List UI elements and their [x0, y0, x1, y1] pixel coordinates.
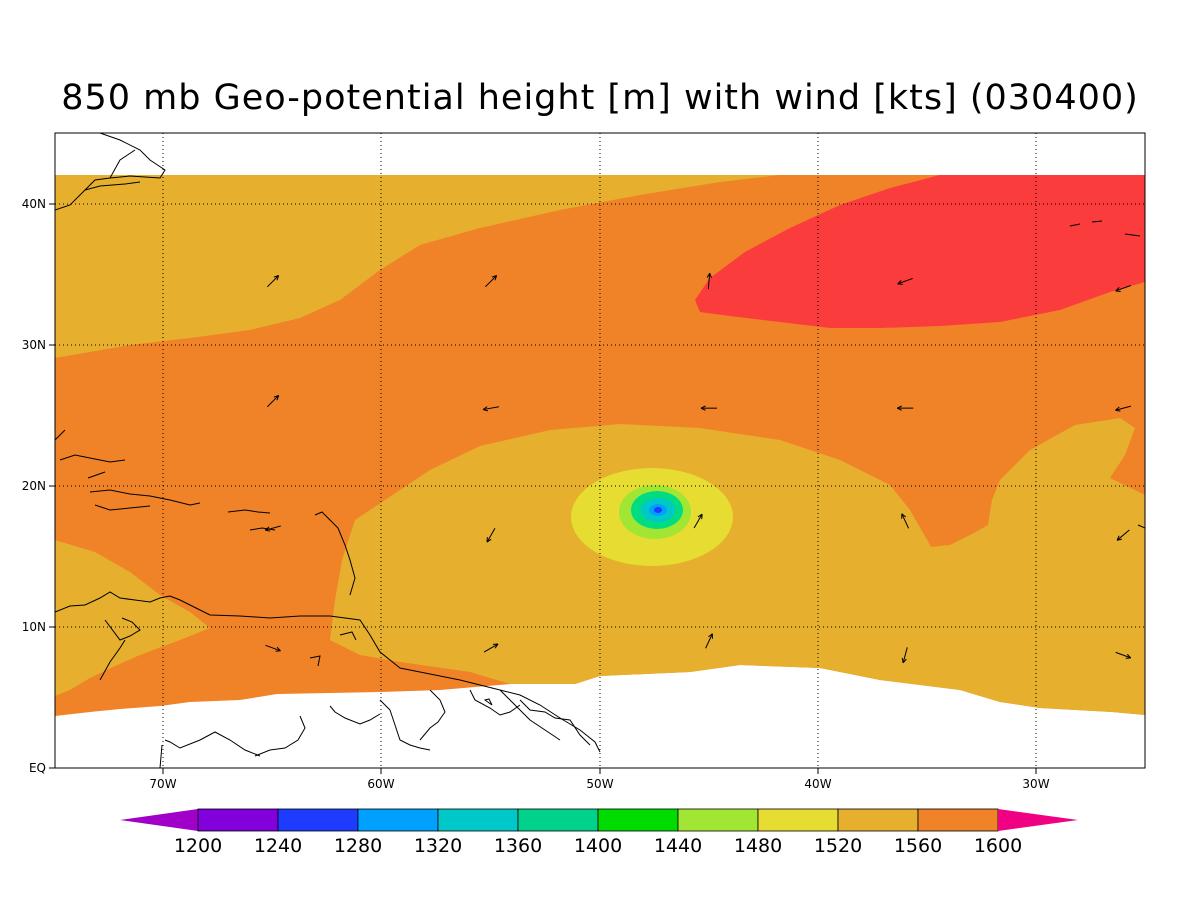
- colorbar-label: 1520: [814, 835, 862, 857]
- colorbar-segment: [197, 808, 279, 832]
- lat-tick-label: 40N: [22, 197, 46, 211]
- lat-tick-label: EQ: [29, 761, 46, 775]
- gridlines: [55, 133, 1145, 768]
- colorbar-segment: [277, 808, 359, 832]
- colorbar-label: 1320: [414, 835, 462, 857]
- colorbar-max-arrow: [998, 809, 1078, 831]
- colorbar-segment: [837, 808, 919, 832]
- colorbar-label: 1480: [734, 835, 782, 857]
- coastlines: [55, 133, 1145, 768]
- height-band-1480-1520-north: [55, 175, 780, 358]
- wind-arrow: [1115, 651, 1132, 659]
- wind-arrow: [1115, 405, 1132, 412]
- wind-arrow: [693, 513, 703, 529]
- colorbar-segment: [757, 808, 839, 832]
- wind-arrow: [486, 527, 496, 543]
- lon-tick-label: 70W: [149, 777, 176, 791]
- lat-axis: EQ 10N 20N 30N 40N: [22, 197, 55, 775]
- height-band-1480-1520-southwest: [55, 540, 210, 696]
- colorbar-segment: [917, 808, 999, 832]
- wind-arrow: [901, 647, 908, 664]
- lat-tick-label: 30N: [22, 338, 46, 352]
- wind-arrow: [897, 277, 913, 285]
- height-band-1480-1520-central: [330, 418, 1145, 715]
- wind-arrow: [265, 644, 281, 652]
- colorbar-label: 1240: [254, 835, 302, 857]
- wind-arrow: [901, 513, 910, 529]
- map-plot-area: [55, 133, 1145, 768]
- colorbar-label: 1280: [334, 835, 382, 857]
- colorbar-label: 1440: [654, 835, 702, 857]
- wind-arrow: [264, 525, 281, 532]
- height-band-1560-1600: [695, 175, 1145, 328]
- lon-tick-label: 50W: [586, 777, 613, 791]
- colorbar: 1200 1240 1280 1320 1360 1400 1440 1480 1520 1560…: [120, 808, 1078, 857]
- lat-tick-label: 10N: [22, 620, 46, 634]
- colorbar-label: 1200: [174, 835, 222, 857]
- wind-arrow: [482, 406, 499, 412]
- wind-arrow: [896, 405, 914, 411]
- lon-tick-label: 40W: [804, 777, 831, 791]
- wind-arrow: [700, 405, 717, 411]
- colorbar-label: 1600: [974, 835, 1022, 857]
- colorbar-segment: [437, 808, 519, 832]
- colorbar-label: 1560: [894, 835, 942, 857]
- lat-tick-label: 20N: [22, 479, 46, 493]
- colorbar-label: 1360: [494, 835, 542, 857]
- colorbar-segment: [597, 808, 679, 832]
- wind-arrow: [483, 643, 499, 653]
- colorbar-min-arrow: [120, 809, 198, 831]
- wind-arrow: [484, 275, 498, 288]
- lon-tick-label: 60W: [367, 777, 394, 791]
- wind-arrow: [706, 272, 712, 290]
- page-title: 850 mb Geo-potential height [m] with win…: [61, 78, 1139, 118]
- wind-arrow: [1115, 285, 1131, 292]
- colorbar-segment: [677, 808, 759, 832]
- colorbar-label: 1400: [574, 835, 622, 857]
- wind-arrow: [1116, 529, 1130, 541]
- colorbar-segment: [517, 808, 599, 832]
- lon-axis: 70W 60W 50W 40W 30W: [149, 768, 1050, 791]
- height-band-1240-1280: [654, 507, 662, 513]
- wind-arrow: [266, 394, 280, 408]
- lon-tick-label: 30W: [1022, 777, 1049, 791]
- colorbar-segment: [357, 808, 439, 832]
- wind-arrow: [266, 275, 280, 288]
- wind-vectors: [264, 272, 1132, 664]
- wind-arrow: [705, 633, 713, 649]
